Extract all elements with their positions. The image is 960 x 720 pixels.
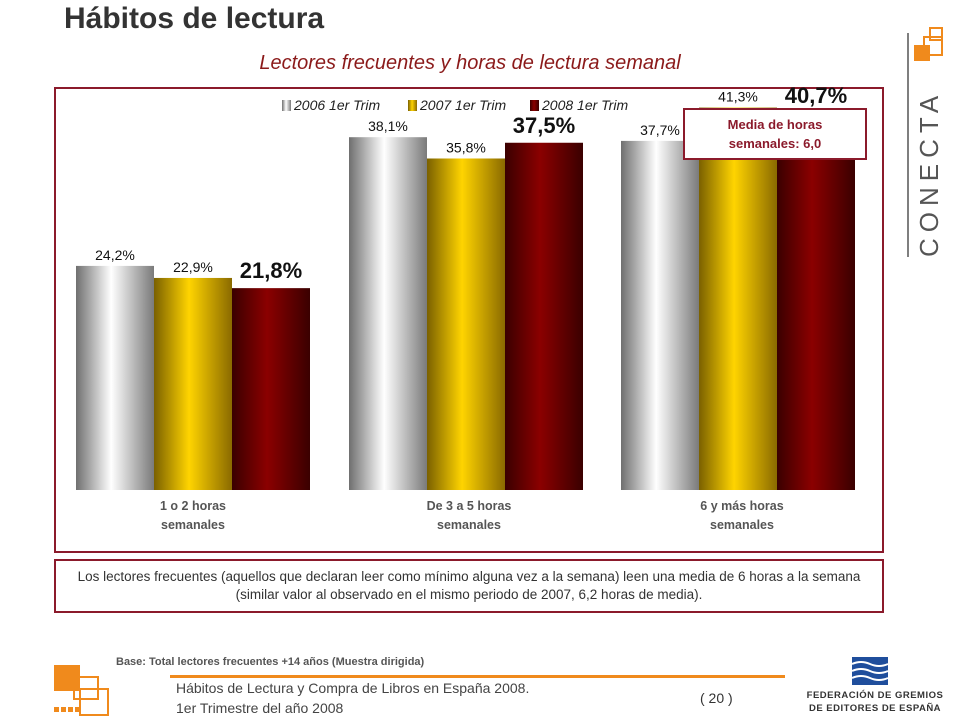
legend-label-2: 2007 1er Trim bbox=[419, 97, 506, 113]
media-box-line2: semanales: 6,0 bbox=[728, 136, 822, 151]
data-label-2-2: 35,8% bbox=[446, 139, 486, 155]
data-label-2-3: 37,5% bbox=[513, 113, 575, 138]
conecta-small-logo-icon bbox=[54, 665, 109, 716]
bar-3-2 bbox=[699, 107, 777, 490]
category-label-2: semanales bbox=[437, 518, 501, 532]
data-label-1-2: 22,9% bbox=[173, 259, 213, 275]
base-note: Base: Total lectores frecuentes +14 años… bbox=[116, 656, 425, 668]
brand-logo-text: CONECTA bbox=[914, 90, 944, 257]
federacion-logo-icon: FEDERACIÓN DE GREMIOS DE EDITORES DE ESP… bbox=[807, 657, 944, 714]
legend-swatch-3 bbox=[530, 100, 539, 111]
legend-label-1: 2006 1er Trim bbox=[293, 97, 380, 113]
federation-line2: DE EDITORES DE ESPAÑA bbox=[809, 703, 941, 714]
media-horas-box: Media de horas semanales: 6,0 bbox=[683, 108, 867, 160]
category-label-3: 6 y más horas bbox=[700, 499, 783, 513]
note-text: Los lectores frecuentes (aquellos que de… bbox=[54, 559, 884, 613]
federation-line1: FEDERACIÓN DE GREMIOS bbox=[807, 689, 944, 701]
bar-2-1 bbox=[349, 137, 427, 490]
data-label-3-3: 40,7% bbox=[785, 83, 847, 108]
data-label-1-1: 24,2% bbox=[95, 247, 135, 263]
footer-report-period: 1er Trimestre del año 2008 bbox=[176, 700, 344, 716]
category-label-1: semanales bbox=[161, 518, 225, 532]
legend-label-3: 2008 1er Trim bbox=[541, 97, 628, 113]
data-label-3-2: 41,3% bbox=[718, 89, 758, 105]
footer-report-title: Hábitos de Lectura y Compra de Libros en… bbox=[176, 680, 530, 696]
data-label-2-1: 38,1% bbox=[368, 118, 408, 134]
bar-1-2 bbox=[154, 277, 232, 490]
chart-frame bbox=[54, 87, 884, 553]
page-number: ( 20 ) bbox=[700, 690, 733, 706]
data-label-3-1: 37,7% bbox=[640, 122, 680, 138]
bar-3-3 bbox=[777, 113, 855, 491]
category-label-3: semanales bbox=[710, 518, 774, 532]
bar-1-1 bbox=[76, 265, 154, 490]
bar-1-3 bbox=[232, 288, 310, 490]
data-label-1-3: 21,8% bbox=[240, 258, 302, 283]
media-box-line1: Media de horas bbox=[727, 117, 823, 132]
bar-3-1 bbox=[621, 140, 699, 490]
bar-2-2 bbox=[427, 158, 505, 490]
category-label-1: 1 o 2 horas bbox=[160, 499, 226, 513]
category-label-2: De 3 a 5 horas bbox=[427, 499, 512, 513]
chart-subtitle: Lectores frecuentes y horas de lectura s… bbox=[259, 52, 681, 74]
conecta-logo-icon: CONECTA bbox=[907, 27, 944, 257]
legend-swatch-2 bbox=[408, 100, 417, 111]
legend-swatch-1 bbox=[282, 100, 291, 111]
bar-2-3 bbox=[505, 142, 583, 490]
page-title: Hábitos de lectura bbox=[64, 2, 325, 35]
footer-divider bbox=[170, 675, 785, 678]
